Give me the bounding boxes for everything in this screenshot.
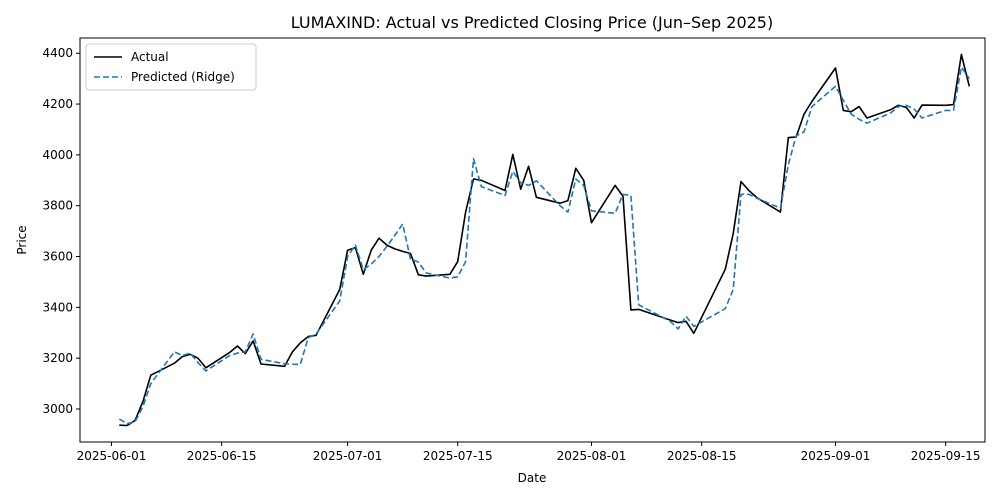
legend-box <box>85 43 257 91</box>
x-tick-label: 2025-09-01 <box>801 449 871 463</box>
x-tick-label: 2025-07-15 <box>423 449 493 463</box>
x-tick-label: 2025-06-15 <box>187 449 257 463</box>
series-layer <box>118 53 971 427</box>
chart-title: LUMAXIND: Actual vs Predicted Closing Pr… <box>291 13 773 32</box>
legend-predicted-label: Predicted (Ridge) <box>131 70 235 84</box>
y-tick-label: 4400 <box>42 46 73 60</box>
y-tick-label: 3800 <box>42 199 73 213</box>
y-tick-label: 3000 <box>42 402 73 416</box>
x-axis-label: Date <box>518 471 547 485</box>
y-axis: 3000 3200 3400 3600 3800 4000 4200 4400 <box>42 46 80 416</box>
x-tick-label: 2025-08-15 <box>667 449 737 463</box>
x-tick-label: 2025-09-15 <box>911 449 981 463</box>
x-tick-label: 2025-07-01 <box>313 449 383 463</box>
legend: Actual Predicted (Ridge) <box>85 43 257 91</box>
y-tick-label: 4000 <box>42 148 73 162</box>
y-tick-label: 4200 <box>42 97 73 111</box>
x-axis: 2025-06-01 2025-06-15 2025-07-01 2025-07-15… <box>77 442 981 463</box>
plot-frame <box>79 37 986 443</box>
predicted-series-line <box>118 66 970 425</box>
x-tick-label: 2025-08-01 <box>557 449 627 463</box>
y-tick-label: 3200 <box>42 351 73 365</box>
plot-area <box>79 37 986 443</box>
y-tick-label: 3600 <box>42 250 73 264</box>
actual-series-line <box>119 53 971 427</box>
x-tick-label: 2025-06-01 <box>77 449 147 463</box>
y-axis-label: Price <box>15 225 29 254</box>
legend-actual-label: Actual <box>131 50 169 64</box>
y-tick-label: 3400 <box>42 300 73 314</box>
